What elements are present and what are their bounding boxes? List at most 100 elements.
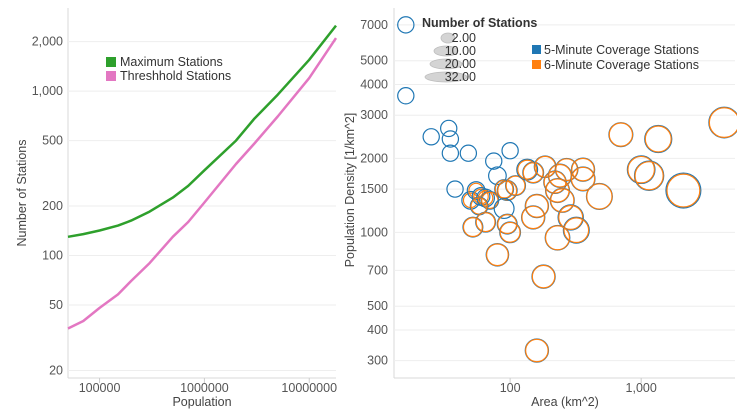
left-x-tick-labels: 100000 1000000 10000000 <box>79 381 337 395</box>
right-x-tick-label: 100 <box>500 381 521 395</box>
scatter-point-6min <box>494 179 514 199</box>
left-y-tick-label: 100 <box>42 249 63 263</box>
scatter-point-6min <box>485 243 509 267</box>
scatter-point-5min <box>485 152 503 170</box>
scatter-point-5min <box>557 204 584 231</box>
right-y-tick-label: 1500 <box>360 182 388 196</box>
scatter-point-5min <box>665 172 702 209</box>
left-legend: Maximum Stations Threshhold Stations <box>106 55 231 83</box>
right-y-tick-label: 500 <box>367 299 388 313</box>
legend-swatch-threshhold <box>106 71 116 81</box>
legend-swatch-maximum <box>106 57 116 67</box>
left-x-axis-label: Population <box>172 395 231 409</box>
left-y-tick-label: 20 <box>49 363 63 377</box>
scatter-point-6min <box>608 122 634 147</box>
scatter-point-5min <box>440 119 458 138</box>
scatter-point-6min <box>544 225 571 251</box>
scatter-point-6min <box>543 170 567 194</box>
scatter-point-6min <box>586 183 613 210</box>
left-y-tick-label: 1,000 <box>32 84 63 98</box>
scatter-point-5min <box>493 198 515 220</box>
size-legend-value-2: 10.00 <box>445 44 476 58</box>
scatter-point-6min <box>570 166 596 192</box>
right-x-tick-labels: 100 1,000 <box>500 381 657 395</box>
scatter-point-6min <box>550 188 575 213</box>
left-y-tick-label: 200 <box>42 199 63 213</box>
size-legend: Number of Stations 2.00 10.00 20.00 32.0… <box>422 16 537 84</box>
scatter-point-6min <box>563 217 590 244</box>
left-series-lines <box>67 24 338 330</box>
left-y-axis-label: Number of Stations <box>15 140 29 247</box>
left-y-tick-labels: 20 50 100 200 500 1,000 2,000 <box>32 35 63 378</box>
size-legend-value-4: 32.00 <box>445 70 476 84</box>
scatter-point-5min <box>397 87 415 105</box>
scatter-point-5min <box>441 130 460 148</box>
legend-label-maximum: Maximum Stations <box>120 55 223 69</box>
size-legend-marker-1 <box>440 32 456 44</box>
right-scatter-points <box>397 16 737 363</box>
scatter-point-6min <box>634 161 664 191</box>
scatter-point-6min <box>555 158 579 182</box>
left-x-tick-label: 1000000 <box>180 381 229 395</box>
right-y-tick-label: 3000 <box>360 108 388 122</box>
scatter-point-6min <box>545 178 570 203</box>
right-y-tick-label: 700 <box>367 263 388 277</box>
scatter-point-5min <box>459 144 478 162</box>
scatter-point-6min <box>571 157 595 182</box>
scatter-point-6min <box>521 205 546 230</box>
right-y-axis-label: Population Density [1/km^2] <box>343 113 357 268</box>
left-x-tick-label: 10000000 <box>281 381 337 395</box>
scatter-point-6min <box>475 212 496 233</box>
right-x-axis-label: Area (km^2) <box>531 395 599 409</box>
scatter-point-6min <box>644 125 672 153</box>
size-legend-marker-3 <box>429 58 463 70</box>
size-legend-marker-4 <box>424 71 468 83</box>
left-y-tick-label: 500 <box>42 134 63 148</box>
left-y-tick-label: 2,000 <box>32 35 63 49</box>
size-legend-marker-2 <box>433 45 459 57</box>
scatter-point-6min <box>505 175 526 196</box>
scatter-point-6min <box>499 221 521 243</box>
right-chart: 300 400 500 700 1000 1500 2000 3000 4000 5000 7000… <box>343 8 737 409</box>
legend-swatch-5min <box>532 45 541 54</box>
right-y-tick-label: 1000 <box>360 225 388 239</box>
scatter-point-5min <box>446 180 464 198</box>
scatter-point-5min <box>488 166 507 186</box>
right-y-tick-label: 2000 <box>360 151 388 165</box>
scatter-point-5min <box>397 16 415 34</box>
left-x-tick-label: 100000 <box>79 381 121 395</box>
scatter-point-6min <box>517 159 538 180</box>
right-y-tick-label: 5000 <box>360 54 388 68</box>
size-legend-title: Number of Stations <box>422 16 537 30</box>
scatter-point-6min <box>525 338 549 363</box>
scatter-point-5min <box>422 128 440 146</box>
size-legend-value-3: 20.00 <box>445 57 476 71</box>
right-y-tick-label: 7000 <box>360 18 388 32</box>
right-y-tick-label: 400 <box>367 323 388 337</box>
scatter-point-5min <box>562 216 590 244</box>
maximum-stations-line <box>67 24 337 239</box>
scatter-point-6min <box>525 194 549 218</box>
right-x-tick-label: 1,000 <box>626 381 657 395</box>
legend-label-5min: 5-Minute Coverage Stations <box>544 43 699 57</box>
threshhold-stations-line <box>67 37 338 330</box>
scatter-point-6min <box>522 162 544 184</box>
scatter-point-6min <box>462 217 483 238</box>
scatter-point-5min <box>441 144 460 162</box>
size-legend-value-1: 2.00 <box>452 31 476 45</box>
legend-label-threshhold: Threshhold Stations <box>120 69 231 83</box>
right-y-tick-label: 4000 <box>360 78 388 92</box>
legend-swatch-6min <box>532 60 541 69</box>
scatter-point-6min <box>531 264 556 289</box>
scatter-point-5min <box>501 142 519 160</box>
scatter-point-6min <box>708 107 737 138</box>
scatter-point-6min <box>558 204 584 230</box>
color-legend: 5-Minute Coverage Stations 6-Minute Cove… <box>532 43 699 72</box>
right-gridlines <box>394 24 735 383</box>
legend-label-6min: 6-Minute Coverage Stations <box>544 58 699 72</box>
scatter-point-6min <box>627 155 655 184</box>
right-y-tick-labels: 300 400 500 700 1000 1500 2000 3000 4000 5000 7000 <box>360 18 388 368</box>
right-y-tick-label: 300 <box>367 354 388 368</box>
